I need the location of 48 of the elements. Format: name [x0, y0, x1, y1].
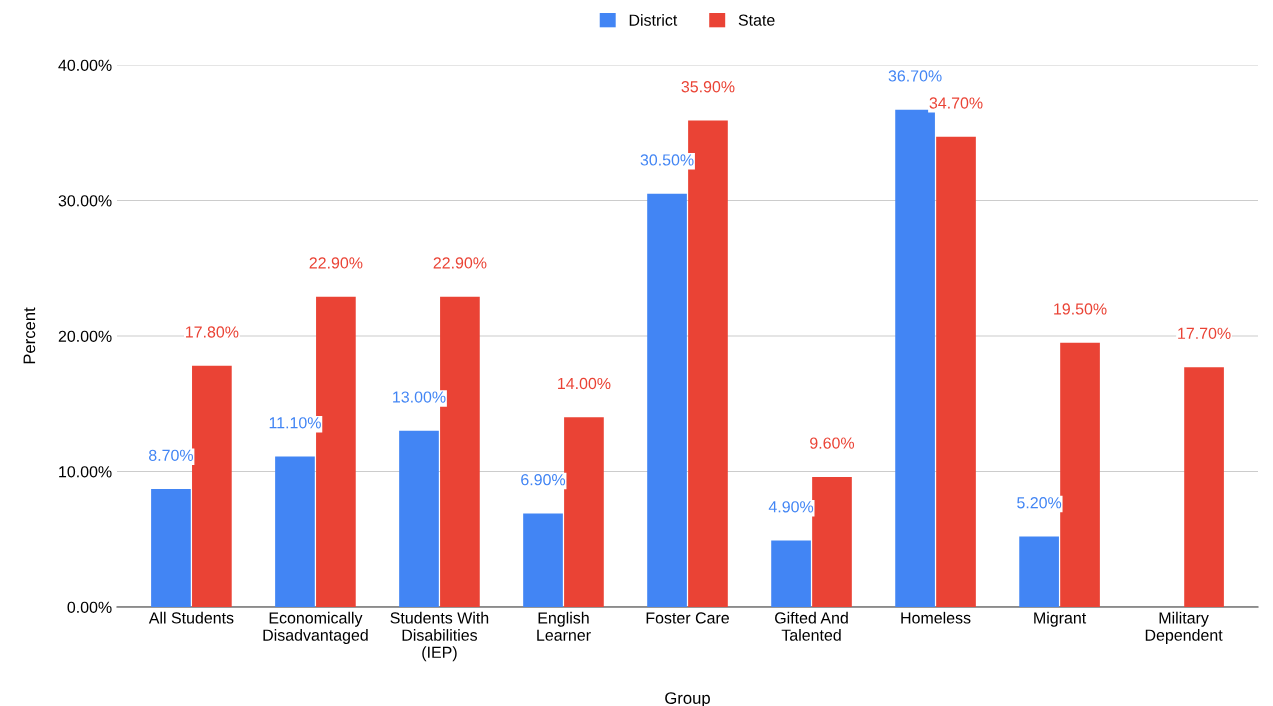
bar	[523, 513, 563, 607]
bar	[647, 193, 687, 607]
x-tick-label: All Students	[148, 611, 234, 624]
y-tick-label: 30.00%	[58, 195, 112, 207]
bar	[1184, 367, 1224, 607]
data-label: 17.70%	[1178, 327, 1231, 340]
data-label: 36.70%	[888, 70, 942, 82]
y-tick-label: 40.00%	[58, 59, 112, 71]
data-label: 34.70%	[929, 97, 983, 109]
legend-label: District	[629, 14, 678, 26]
x-tick-label: Homeless	[901, 611, 971, 624]
y-tick-label: 0.00%	[67, 601, 112, 613]
data-label: 22.90%	[309, 257, 363, 269]
data-label: 22.90%	[433, 257, 487, 269]
data-label: 13.00%	[393, 391, 446, 403]
x-tick-label: Migrant	[1034, 611, 1087, 627]
x-tick-label: Military Dependent	[1145, 611, 1223, 644]
x-tick-label: English Learner	[537, 611, 591, 641]
data-label: 11.10%	[269, 417, 321, 429]
data-label: 17.80%	[186, 326, 239, 338]
bar	[192, 365, 232, 607]
bar	[812, 476, 852, 607]
bar	[1019, 536, 1059, 607]
bar	[275, 456, 315, 607]
y-tick-label: 20.00%	[58, 330, 112, 342]
data-label: 8.70%	[149, 449, 194, 461]
x-tick-label: Economically Disadvantaged	[263, 611, 368, 644]
bar	[936, 136, 976, 607]
bar	[151, 489, 191, 607]
data-label: 30.50%	[640, 154, 694, 166]
bar	[564, 417, 604, 607]
x-tick-label: Gifted And Talented	[775, 611, 848, 641]
bar	[771, 540, 811, 607]
data-label: 35.90%	[681, 81, 735, 93]
x-tick-label: Students With Disabilities (IEP)	[390, 611, 489, 662]
x-tick-label: Foster Care	[646, 612, 729, 624]
legend-label: State	[738, 14, 775, 26]
data-label: 6.90%	[521, 474, 566, 486]
bar	[399, 430, 439, 607]
bar	[895, 109, 935, 607]
data-label: 4.90%	[768, 501, 814, 513]
data-label: 19.50%	[1054, 303, 1107, 315]
data-label: 5.20%	[1017, 497, 1062, 509]
data-label: 14.00%	[558, 377, 611, 390]
data-label: 9.60%	[810, 437, 855, 449]
y-tick-label: 10.00%	[59, 466, 112, 478]
y-axis-title: Percent	[23, 307, 36, 364]
bar	[1060, 342, 1100, 607]
